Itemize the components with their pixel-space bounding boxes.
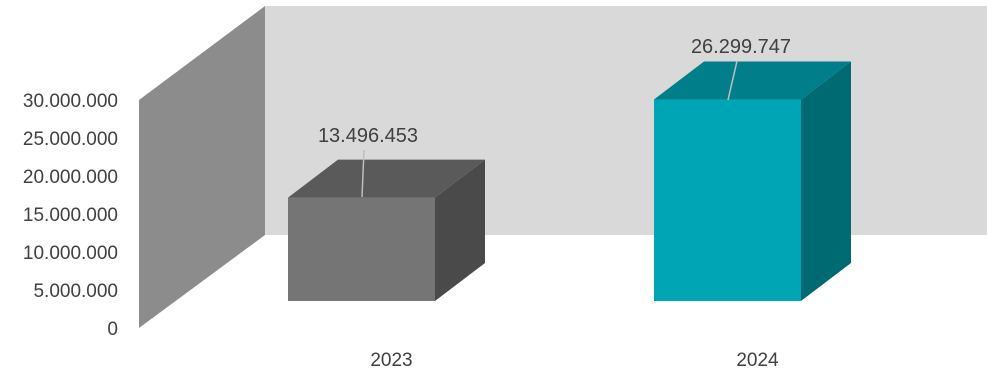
bar-side xyxy=(801,61,851,301)
data-label: 26.299.747 xyxy=(691,36,791,58)
leader-line xyxy=(361,149,365,198)
x-axis: 2023 2024 xyxy=(370,350,779,371)
y-tick-label: 5.000.000 xyxy=(33,281,118,302)
y-tick-label: 0 xyxy=(107,319,118,340)
bars xyxy=(288,61,851,301)
bar-front xyxy=(288,197,435,301)
leader-line xyxy=(727,60,738,101)
bar-side xyxy=(435,159,485,301)
data-labels: 13.496.453 26.299.747 xyxy=(318,36,791,198)
y-axis: 0 5.000.000 10.000.000 15.000.000 20.000… xyxy=(23,91,118,340)
y-tick-label: 15.000.000 xyxy=(23,205,118,226)
y-tick-label: 25.000.000 xyxy=(23,129,118,150)
bar-top xyxy=(654,61,851,100)
y-tick-label: 30.000.000 xyxy=(23,91,118,112)
data-label: 13.496.453 xyxy=(318,125,418,147)
bar-front xyxy=(654,99,801,301)
y-tick-label: 20.000.000 xyxy=(23,167,118,188)
side-wall xyxy=(139,6,265,328)
y-tick-label: 10.000.000 xyxy=(23,243,118,264)
x-category-label: 2023 xyxy=(370,350,412,371)
x-category-label: 2024 xyxy=(736,350,779,371)
bar-top xyxy=(288,159,485,198)
